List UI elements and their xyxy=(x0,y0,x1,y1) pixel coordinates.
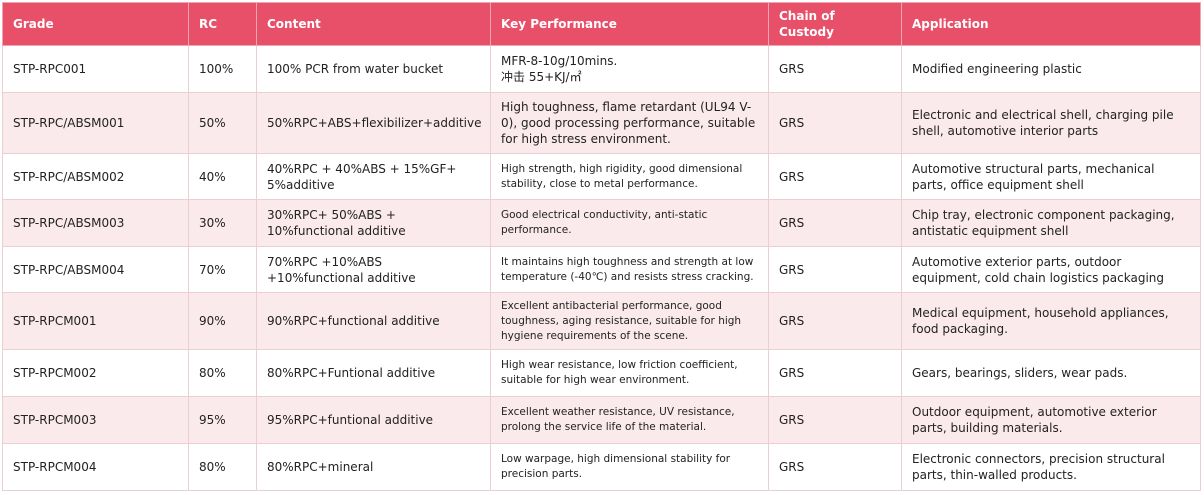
table-header: Grade RC Content Key Performance Chain o… xyxy=(2,2,1201,46)
cell-application: Electronic and electrical shell, chargin… xyxy=(901,92,1201,154)
cell-chain-of-custody: GRS xyxy=(768,92,902,154)
cell-key-performance: Good electrical conductivity, anti-stati… xyxy=(490,199,769,247)
cell-application: Outdoor equipment, automotive exterior p… xyxy=(901,396,1201,444)
cell-content: 95%RPC+funtional additive xyxy=(256,396,491,444)
cell-application: Chip tray, electronic component packagin… xyxy=(901,199,1201,247)
cell-rc: 70% xyxy=(188,246,257,293)
table-row: STP-RPC/ABSM001 50% 50%RPC+ABS+flexibili… xyxy=(2,92,1201,154)
cell-application: Electronic connectors, precision structu… xyxy=(901,443,1201,491)
table-row: STP-RPC/ABSM003 30% 30%RPC+ 50%ABS + 10%… xyxy=(2,199,1201,247)
cell-key-performance: Low warpage, high dimensional stability … xyxy=(490,443,769,491)
cell-application: Modified engineering plastic xyxy=(901,45,1201,93)
cell-key-performance: MFR-8-10g/10mins. 冲击 55+KJ/㎡ xyxy=(490,45,769,93)
header-chain-of-custody: Chain of Custody xyxy=(768,2,902,46)
cell-content: 40%RPC + 40%ABS + 15%GF+ 5%additive xyxy=(256,153,491,200)
header-application: Application xyxy=(901,2,1201,46)
cell-rc: 30% xyxy=(188,199,257,247)
cell-rc: 100% xyxy=(188,45,257,93)
cell-key-performance: Excellent weather resistance, UV resista… xyxy=(490,396,769,444)
header-row: Grade RC Content Key Performance Chain o… xyxy=(2,2,1201,46)
table-row: STP-RPC001 100% 100% PCR from water buck… xyxy=(2,45,1201,93)
table-body: STP-RPC001 100% 100% PCR from water buck… xyxy=(2,45,1201,491)
performance-line: 冲击 55+KJ/㎡ xyxy=(501,70,582,84)
cell-rc: 80% xyxy=(188,443,257,491)
cell-content: 70%RPC +10%ABS +10%functional additive xyxy=(256,246,491,293)
table-row: STP-RPCM004 80% 80%RPC+mineral Low warpa… xyxy=(2,443,1201,491)
cell-grade: STP-RPCM004 xyxy=(2,443,189,491)
cell-grade: STP-RPCM002 xyxy=(2,349,189,397)
cell-grade: STP-RPC/ABSM004 xyxy=(2,246,189,293)
cell-content: 80%RPC+Funtional additive xyxy=(256,349,491,397)
cell-chain-of-custody: GRS xyxy=(768,153,902,200)
cell-chain-of-custody: GRS xyxy=(768,349,902,397)
table-row: STP-RPCM001 90% 90%RPC+functional additi… xyxy=(2,292,1201,350)
cell-rc: 50% xyxy=(188,92,257,154)
cell-key-performance: High toughness, flame retardant (UL94 V-… xyxy=(490,92,769,154)
header-content: Content xyxy=(256,2,491,46)
cell-chain-of-custody: GRS xyxy=(768,246,902,293)
header-rc: RC xyxy=(188,2,257,46)
table-row: STP-RPCM002 80% 80%RPC+Funtional additiv… xyxy=(2,349,1201,397)
table-row: STP-RPC/ABSM002 40% 40%RPC + 40%ABS + 15… xyxy=(2,153,1201,200)
header-key-performance: Key Performance xyxy=(490,2,769,46)
cell-grade: STP-RPCM003 xyxy=(2,396,189,444)
performance-line: MFR-8-10g/10mins. xyxy=(501,54,618,68)
cell-rc: 40% xyxy=(188,153,257,200)
cell-rc: 80% xyxy=(188,349,257,397)
header-grade: Grade xyxy=(2,2,189,46)
cell-content: 50%RPC+ABS+flexibilizer+additive xyxy=(256,92,491,154)
cell-application: Medical equipment, household appliances,… xyxy=(901,292,1201,350)
cell-content: 80%RPC+mineral xyxy=(256,443,491,491)
cell-application: Automotive structural parts, mechanical … xyxy=(901,153,1201,200)
cell-chain-of-custody: GRS xyxy=(768,292,902,350)
cell-content: 100% PCR from water bucket xyxy=(256,45,491,93)
table-row: STP-RPCM003 95% 95%RPC+funtional additiv… xyxy=(2,396,1201,444)
cell-content: 90%RPC+functional additive xyxy=(256,292,491,350)
cell-rc: 95% xyxy=(188,396,257,444)
cell-key-performance: It maintains high toughness and strength… xyxy=(490,246,769,293)
cell-key-performance: High strength, high rigidity, good dimen… xyxy=(490,153,769,200)
cell-grade: STP-RPC/ABSM003 xyxy=(2,199,189,247)
cell-grade: STP-RPC001 xyxy=(2,45,189,93)
cell-rc: 90% xyxy=(188,292,257,350)
cell-grade: STP-RPC/ABSM002 xyxy=(2,153,189,200)
cell-grade: STP-RPCM001 xyxy=(2,292,189,350)
cell-key-performance: High wear resistance, low friction coeff… xyxy=(490,349,769,397)
cell-application: Gears, bearings, sliders, wear pads. xyxy=(901,349,1201,397)
cell-chain-of-custody: GRS xyxy=(768,396,902,444)
cell-chain-of-custody: GRS xyxy=(768,199,902,247)
table-row: STP-RPC/ABSM004 70% 70%RPC +10%ABS +10%f… xyxy=(2,246,1201,293)
cell-content: 30%RPC+ 50%ABS + 10%functional additive xyxy=(256,199,491,247)
cell-key-performance: Excellent antibacterial performance, goo… xyxy=(490,292,769,350)
cell-chain-of-custody: GRS xyxy=(768,45,902,93)
cell-application: Automotive exterior parts, outdoor equip… xyxy=(901,246,1201,293)
cell-grade: STP-RPC/ABSM001 xyxy=(2,92,189,154)
cell-chain-of-custody: GRS xyxy=(768,443,902,491)
